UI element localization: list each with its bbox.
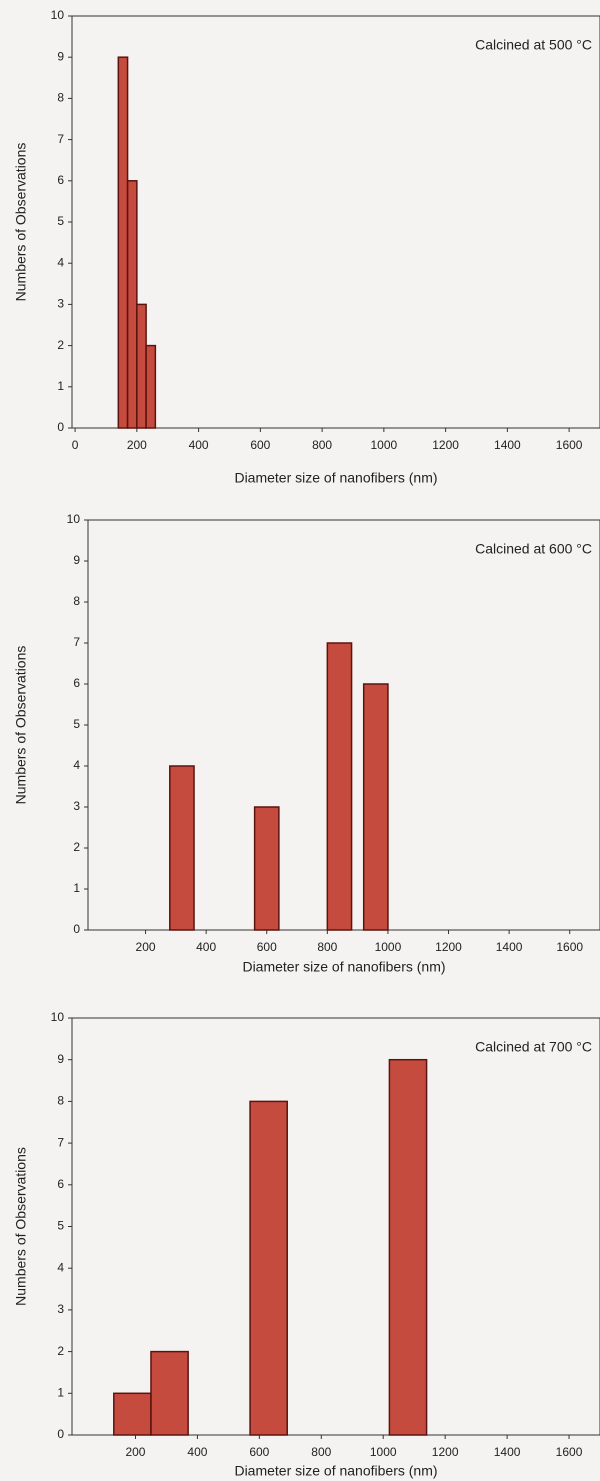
y-tick-label: 8 (57, 1094, 64, 1108)
x-tick-label: 200 (127, 438, 147, 452)
annotation: Calcined at 600 °C (475, 541, 592, 557)
bar (136, 303, 147, 429)
bar (113, 1392, 152, 1436)
bar (169, 765, 195, 931)
x-tick-label: 400 (187, 1445, 207, 1459)
x-tick-label: 1400 (494, 1445, 521, 1459)
x-tick-label: 1400 (496, 940, 523, 954)
annotation: Calcined at 500 °C (475, 37, 592, 53)
x-tick-label: 800 (317, 940, 337, 954)
bar (126, 180, 138, 429)
y-tick-label: 7 (73, 635, 80, 649)
y-tick-label: 6 (73, 676, 80, 690)
y-tick-label: 9 (73, 553, 80, 567)
x-tick-label: 1600 (556, 940, 583, 954)
x-axis-label: Diameter size of nanofibers (nm) (242, 959, 445, 975)
x-tick-label: 1200 (432, 1445, 459, 1459)
x-tick-label: 1200 (432, 438, 459, 452)
y-tick-label: 0 (57, 1427, 64, 1441)
x-tick-label: 200 (125, 1445, 145, 1459)
y-tick-label: 1 (57, 379, 64, 393)
x-tick-label: 400 (196, 940, 216, 954)
y-tick-label: 2 (57, 338, 64, 352)
x-tick-label: 600 (250, 438, 270, 452)
y-tick-label: 0 (57, 420, 64, 434)
y-tick-label: 1 (57, 1385, 64, 1399)
x-tick-label: 400 (189, 438, 209, 452)
x-tick-label: 600 (257, 940, 277, 954)
x-tick-label: 200 (136, 940, 156, 954)
y-tick-label: 7 (57, 132, 64, 146)
y-tick-label: 4 (57, 255, 64, 269)
bar (249, 1100, 288, 1436)
y-tick-label: 2 (57, 1344, 64, 1358)
y-tick-label: 3 (73, 799, 80, 813)
y-tick-label: 4 (57, 1260, 64, 1274)
y-axis-label: Numbers of Observations (13, 1147, 29, 1306)
x-axis-label: Diameter size of nanofibers (nm) (234, 470, 437, 486)
y-tick-label: 1 (73, 881, 80, 895)
bar (253, 806, 280, 931)
x-tick-label: 1400 (494, 438, 521, 452)
y-tick-label: 2 (73, 840, 80, 854)
y-tick-label: 0 (73, 922, 80, 936)
y-tick-label: 6 (57, 173, 64, 187)
bar (145, 344, 157, 429)
x-tick-label: 800 (312, 438, 332, 452)
bar (388, 1058, 428, 1436)
x-tick-label: 1600 (556, 1445, 583, 1459)
x-tick-label: 1200 (435, 940, 462, 954)
bar (117, 56, 129, 429)
y-tick-label: 5 (57, 214, 64, 228)
y-tick-label: 4 (73, 758, 80, 772)
y-tick-label: 3 (57, 297, 64, 311)
y-tick-label: 5 (73, 717, 80, 731)
y-tick-label: 5 (57, 1219, 64, 1233)
x-tick-label: 0 (72, 438, 79, 452)
y-axis-label: Numbers of Observations (13, 646, 29, 805)
y-tick-label: 8 (73, 594, 80, 608)
y-tick-label: 8 (57, 91, 64, 105)
x-tick-label: 1000 (370, 1445, 397, 1459)
y-tick-label: 9 (57, 49, 64, 63)
y-tick-label: 10 (51, 1010, 65, 1024)
annotation: Calcined at 700 °C (475, 1039, 592, 1055)
y-tick-label: 10 (67, 512, 81, 526)
y-tick-label: 6 (57, 1177, 64, 1191)
bar (150, 1350, 189, 1436)
x-tick-label: 1000 (371, 438, 398, 452)
x-tick-label: 1600 (556, 438, 583, 452)
y-tick-label: 3 (57, 1302, 64, 1316)
x-tick-label: 1000 (375, 940, 402, 954)
x-axis-label: Diameter size of nanofibers (nm) (234, 1463, 437, 1479)
bar (326, 642, 353, 931)
y-tick-label: 7 (57, 1135, 64, 1149)
bar (362, 683, 389, 931)
x-tick-label: 800 (311, 1445, 331, 1459)
x-tick-label: 600 (249, 1445, 269, 1459)
y-tick-label: 9 (57, 1052, 64, 1066)
y-axis-label: Numbers of Observations (13, 143, 29, 302)
y-tick-label: 10 (51, 8, 65, 22)
